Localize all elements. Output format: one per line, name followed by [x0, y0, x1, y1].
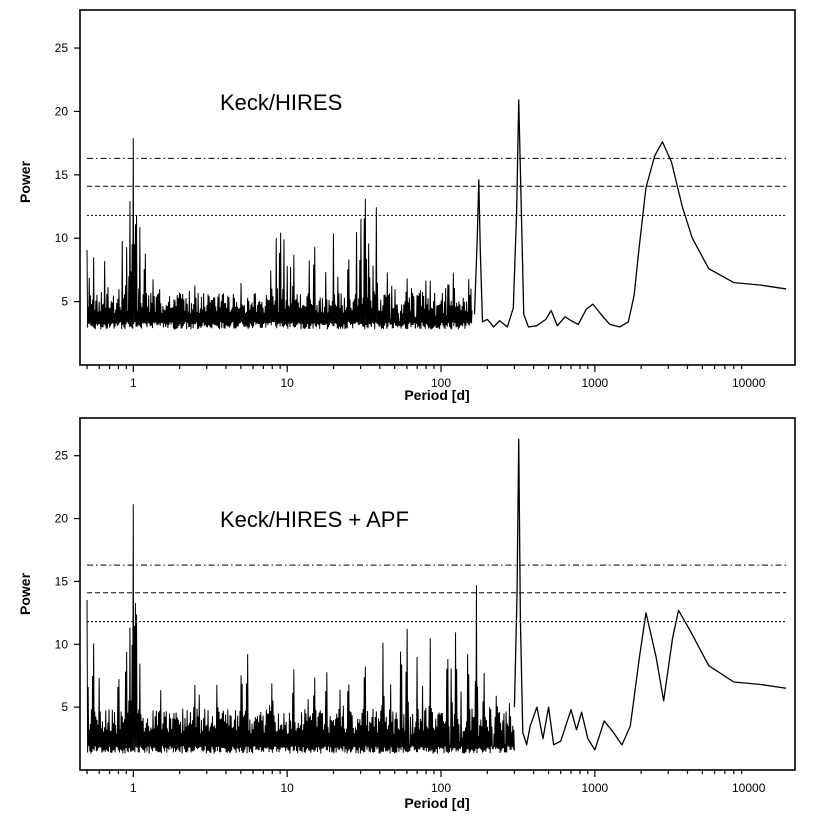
series-curve — [513, 438, 787, 751]
y-ticks: 5 10 15 20 25 — [55, 41, 80, 309]
noise-trace — [86, 504, 515, 754]
x-ticks: 1 10 100 1000 10000 — [86, 770, 766, 795]
y-ticks: 5 10 15 20 25 — [55, 449, 80, 714]
panel-keck-hires: Keck/HIRES Period [d] Power 1 10 100 1000 10… — [17, 9, 796, 403]
x-tick-label: 1000 — [582, 781, 609, 795]
panel-title: Keck/HIRES — [220, 90, 342, 115]
y-tick-label: 20 — [55, 104, 69, 118]
x-axis-label: Period [d] — [404, 387, 469, 403]
x-tick-label: 10000 — [732, 781, 766, 795]
y-axis-label: Power — [17, 160, 33, 203]
y-tick-label: 5 — [61, 295, 68, 309]
noise-band — [86, 138, 473, 330]
y-tick-label: 15 — [55, 574, 69, 588]
plot-frame — [79, 9, 796, 366]
panel-title: Keck/HIRES + APF — [220, 507, 409, 532]
noise-trace — [86, 138, 473, 330]
plot-frame — [79, 417, 796, 771]
y-tick-label: 20 — [55, 512, 69, 526]
noise-band — [86, 504, 515, 754]
y-axis-label: Power — [17, 572, 33, 615]
x-tick-label: 10000 — [732, 376, 766, 390]
x-tick-label: 10 — [281, 376, 295, 390]
x-tick-label: 10 — [281, 781, 295, 795]
y-tick-label: 25 — [55, 41, 69, 55]
y-tick-label: 5 — [61, 700, 68, 714]
panel-keck-hires-apf: Keck/HIRES + APF Period [d] Power 1 10 100… — [17, 417, 796, 811]
periodogram-line — [473, 99, 787, 328]
x-ticks: 1 10 100 1000 10000 — [86, 365, 766, 390]
y-tick-label: 25 — [55, 449, 69, 463]
x-axis-label: Period [d] — [404, 795, 469, 811]
y-tick-label: 15 — [55, 168, 69, 182]
x-tick-label: 1 — [130, 781, 137, 795]
y-tick-label: 10 — [55, 231, 69, 245]
x-tick-label: 1 — [130, 376, 137, 390]
threshold-lines — [87, 564, 787, 623]
x-tick-label: 100 — [431, 781, 451, 795]
series-curve — [473, 99, 787, 328]
x-tick-label: 100 — [431, 376, 451, 390]
y-tick-label: 10 — [55, 637, 69, 651]
x-tick-label: 1000 — [582, 376, 609, 390]
threshold-lines — [87, 157, 787, 216]
periodogram-line — [513, 438, 787, 751]
